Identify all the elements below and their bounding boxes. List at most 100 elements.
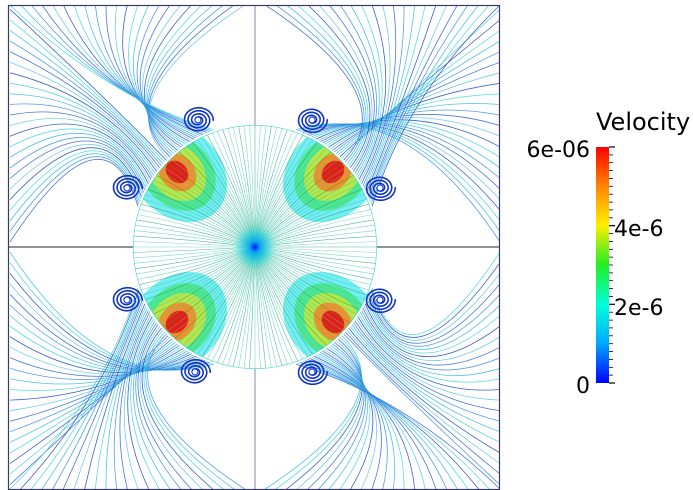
outer-streamline xyxy=(9,30,164,165)
vortex-core xyxy=(308,116,316,124)
outer-streamline xyxy=(275,337,363,490)
outer-streamline xyxy=(363,305,500,361)
outer-streamline xyxy=(350,5,380,176)
outer-streamline xyxy=(371,5,500,207)
outer-streamline xyxy=(9,336,197,374)
outer-streamline xyxy=(368,294,500,347)
outer-streamline xyxy=(9,156,140,232)
outer-streamline xyxy=(318,5,373,170)
outer-streamline xyxy=(366,5,437,193)
outer-streamline xyxy=(366,301,500,354)
outer-streamline xyxy=(84,5,199,138)
outer-streamline xyxy=(41,294,141,490)
outer-streamline xyxy=(9,133,147,189)
outer-streamline xyxy=(84,303,146,490)
velocity-colorbar: Velocity 6e-06 4e-6 2e-6 0 xyxy=(527,108,691,399)
outer-streamline xyxy=(286,5,367,165)
outer-streamline xyxy=(9,251,215,371)
outer-streamline xyxy=(318,117,500,141)
outer-streamline xyxy=(307,359,448,490)
outer-streamline xyxy=(130,318,160,490)
outer-streamline xyxy=(326,93,500,147)
outer-streamline xyxy=(9,111,152,180)
outer-streamline xyxy=(9,5,215,131)
outer-streamline xyxy=(9,140,144,193)
outer-streamline xyxy=(355,318,500,401)
outer-streamline xyxy=(114,5,192,141)
outer-streamline xyxy=(9,51,161,168)
outer-streamline xyxy=(265,5,363,161)
outer-streamline xyxy=(20,289,140,490)
outer-streamline xyxy=(9,287,139,490)
outer-streamline xyxy=(9,344,180,422)
outer-streamline xyxy=(52,296,142,490)
outer-streamline xyxy=(9,103,153,178)
outer-streamline xyxy=(339,5,378,174)
center-vortex-core xyxy=(233,225,277,269)
vortex-core xyxy=(194,116,202,124)
outer-streamline xyxy=(9,61,159,170)
outer-streamline xyxy=(364,5,426,191)
outer-streamline xyxy=(9,352,190,380)
outer-streamline xyxy=(297,5,369,166)
outer-streamline xyxy=(128,5,188,144)
outer-streamline xyxy=(9,353,192,377)
outer-streamline xyxy=(334,51,500,153)
vortex-core xyxy=(376,296,384,304)
outer-streamline xyxy=(360,5,391,182)
outer-streamline xyxy=(144,5,192,151)
outer-streamline xyxy=(313,120,500,158)
outer-streamline xyxy=(143,329,224,490)
outer-streamline xyxy=(367,5,448,195)
outer-streamline xyxy=(9,338,173,464)
outer-streamline xyxy=(302,123,500,211)
colorbar-tick-label-2e-6: 2e-6 xyxy=(614,296,663,321)
outer-streamline xyxy=(62,5,203,135)
outer-streamline xyxy=(9,150,141,211)
outer-streamline xyxy=(337,30,500,156)
outer-streamline xyxy=(300,362,480,490)
outer-streamline xyxy=(9,349,186,391)
outer-streamline xyxy=(322,350,382,490)
outer-streamline xyxy=(9,347,184,401)
outer-streamline xyxy=(307,341,365,490)
outer-streamline xyxy=(326,347,374,490)
outer-streamline xyxy=(9,93,155,176)
outer-streamline xyxy=(302,361,469,490)
outer-streamline xyxy=(9,144,143,195)
outer-streamline xyxy=(320,114,500,142)
outer-streamline xyxy=(370,262,500,338)
outer-streamline xyxy=(318,353,396,490)
outer-streamline xyxy=(9,118,150,182)
outer-streamline xyxy=(142,5,182,150)
vortex-core xyxy=(123,184,131,192)
outer-streamline xyxy=(123,314,152,490)
outer-streamline xyxy=(147,333,245,490)
flow-domain xyxy=(8,5,500,490)
outer-streamline xyxy=(20,5,213,132)
outer-streamline xyxy=(369,283,500,344)
outer-streamline xyxy=(315,354,405,490)
outer-streamline xyxy=(94,5,197,139)
outer-streamline xyxy=(52,5,206,134)
outer-streamline xyxy=(135,322,182,490)
outer-streamline xyxy=(122,5,190,142)
outer-streamline xyxy=(297,340,364,490)
outer-streamline xyxy=(145,5,203,153)
vortex-core xyxy=(376,184,384,192)
outer-streamline xyxy=(330,72,500,150)
outer-streamline xyxy=(9,340,174,454)
outer-streamline xyxy=(328,346,371,490)
outer-streamline xyxy=(9,147,142,200)
outer-streamline xyxy=(147,5,224,156)
outer-streamline xyxy=(336,40,500,154)
outer-streamline xyxy=(113,310,149,490)
outer-streamline xyxy=(349,326,500,443)
outer-streamline xyxy=(369,5,469,200)
outer-streamline xyxy=(368,5,458,198)
colorbar-min-label: 0 xyxy=(576,374,590,399)
outer-streamline xyxy=(132,5,186,145)
outer-streamline xyxy=(328,5,375,172)
outer-streamline xyxy=(360,312,500,376)
outer-streamline xyxy=(105,307,148,490)
